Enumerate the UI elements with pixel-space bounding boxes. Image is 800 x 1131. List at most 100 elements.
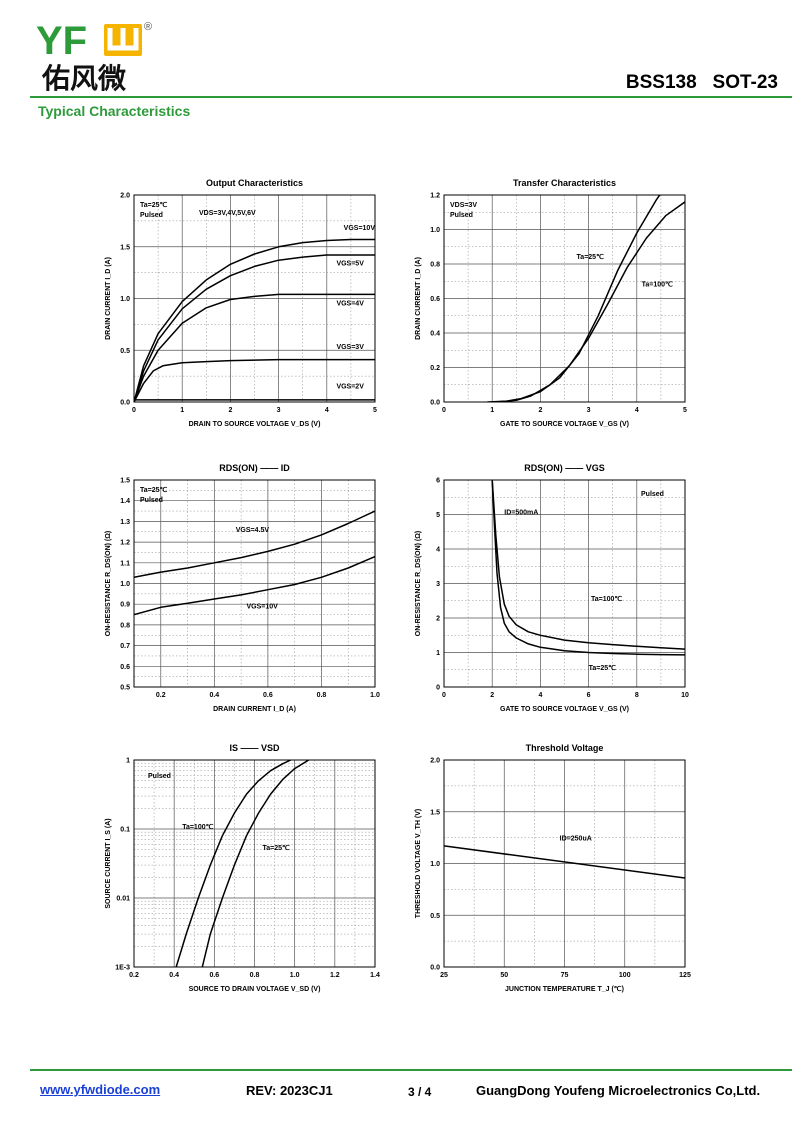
x-tick-label: 4 (635, 407, 639, 414)
curve-label: VGS=10V (246, 603, 278, 610)
series-group (134, 238, 375, 402)
x-tick-label: 100 (619, 972, 631, 979)
curve-label: VGS=10V (344, 225, 376, 232)
x-tick-label: 1 (490, 407, 494, 414)
y-tick-label: 2 (436, 616, 440, 623)
y-tick-label: 0.1 (120, 827, 130, 834)
chart-rdson-vs-vgs: 0 2 4 6 8 10 0 1 2 3 4 5 6 Ta=100℃ Ta=25℃ Pulsed ID=500m… (415, 463, 689, 713)
header-rule (30, 96, 792, 98)
series-group (175, 760, 310, 967)
chart-note: Pulsed (140, 497, 163, 504)
y-tick-label: 0.8 (120, 622, 130, 629)
x-tick-label: 6 (587, 692, 591, 699)
x-tick-label: 1.0 (290, 972, 300, 979)
x-tick-label: 1.4 (370, 972, 380, 979)
x-tick-label: 10 (681, 692, 689, 699)
x-tick-label: 50 (500, 972, 508, 979)
series-line-1 (496, 201, 685, 402)
series-line-0 (134, 510, 375, 579)
x-tick-label: 1.2 (330, 972, 340, 979)
chart-title: IS —— VSD (229, 743, 280, 753)
y-tick-label: 1.0 (430, 861, 440, 868)
x-tick-label: 3 (587, 407, 591, 414)
plot-frame (133, 479, 376, 688)
y-axis-label: ON-RESISTANCE R_DS(ON) (Ω) (105, 531, 112, 636)
chart-note: Ta=25℃ (140, 201, 168, 209)
y-tick-label: 5 (436, 512, 440, 519)
series-line-0 (134, 238, 375, 402)
y-tick-label: 0.9 (120, 602, 130, 609)
x-tick-label: 2 (228, 407, 232, 414)
plot-frame (443, 759, 686, 968)
y-tick-label: 6 (436, 478, 440, 485)
y-tick-label: 0.6 (120, 664, 130, 671)
x-tick-label: 0.2 (156, 692, 166, 699)
x-tick-label: 0.8 (250, 972, 260, 979)
footer-rule (30, 1069, 792, 1071)
y-tick-label: 1.0 (120, 581, 130, 588)
y-tick-label: 0.0 (430, 400, 440, 407)
y-tick-label: 2.0 (120, 193, 130, 200)
logo-registered: ® (144, 21, 152, 33)
series-line-0 (175, 760, 292, 967)
y-tick-label: 0.0 (120, 400, 130, 407)
chart-threshold-voltage: 25 50 75 100 125 0.0 0.5 1.0 1.5 2.0 ID=250uA Thres… (415, 743, 691, 993)
chart-note: ID=500mA (504, 510, 538, 517)
x-tick-label: 5 (683, 407, 687, 414)
chart-note: ID=250uA (560, 836, 592, 843)
logo-w-mark (107, 28, 139, 51)
chart-note: Pulsed (641, 491, 664, 498)
x-tick-label: 2 (538, 407, 542, 414)
company-logo: YF ® 佑风微 (36, 19, 152, 93)
chart-is-vs-vsd: 0.2 0.4 0.6 0.8 1.0 1.2 1.4 1E-3 0.01 0.1 1 Ta=100℃… (105, 743, 380, 993)
y-tick-label: 2.0 (430, 758, 440, 765)
page-number: 3 / 4 (408, 1085, 432, 1099)
y-axis-label: DRAIN CURRENT I_D (A) (105, 257, 112, 340)
series-line-1 (134, 555, 375, 616)
curve-label: Ta=100℃ (591, 595, 622, 603)
y-tick-label: 1.5 (120, 244, 130, 251)
y-tick-label: 1.5 (120, 478, 130, 485)
chart-output-characteristics: 0 1 2 3 4 5 0.0 0.5 1.0 1.5 2.0 VGS=10V VGS=5V VGS=4V… (105, 178, 377, 428)
x-tick-label: 5 (373, 407, 377, 414)
series-line-1 (491, 480, 685, 656)
x-tick-label: 0.4 (209, 692, 219, 699)
x-tick-label: 0.2 (129, 972, 139, 979)
x-axis-label: DRAIN CURRENT I_D (A) (213, 706, 296, 713)
chart-title: Transfer Characteristics (513, 178, 616, 188)
y-tick-label: 1 (126, 758, 130, 765)
curve-label: Ta=25℃ (263, 844, 291, 852)
y-tick-label: 1.3 (120, 519, 130, 526)
curve-label: Ta=25℃ (589, 664, 617, 672)
curve-label: Ta=100℃ (642, 280, 673, 288)
series-line-3 (134, 358, 375, 402)
x-tick-label: 4 (325, 407, 329, 414)
x-tick-label: 2 (490, 692, 494, 699)
y-tick-label: 1.2 (430, 193, 440, 200)
chart-title: RDS(ON) —— ID (219, 463, 290, 473)
x-tick-label: 0 (132, 407, 136, 414)
series-line-0 (487, 195, 661, 402)
curve-label: VGS=3V (336, 344, 364, 351)
x-tick-label: 0.6 (263, 692, 273, 699)
y-tick-label: 0.0 (430, 965, 440, 972)
chart-transfer-characteristics: 0 1 2 3 4 5 0.0 0.2 0.4 0.6 0.8 1.0 1.2 Ta=25℃ Ta=100℃… (415, 178, 687, 428)
website-link[interactable]: www.yfwdiode.com (40, 1082, 161, 1097)
y-tick-label: 0.8 (430, 262, 440, 269)
series-group (444, 845, 685, 879)
y-tick-label: 1.5 (430, 809, 440, 816)
x-tick-label: 125 (679, 972, 691, 979)
chart-note: Pulsed (140, 212, 163, 219)
y-tick-label: 0.7 (120, 643, 130, 650)
x-tick-label: 8 (635, 692, 639, 699)
x-axis-label: SOURCE TO DRAIN VOLTAGE V_SD (V) (189, 986, 321, 993)
y-tick-label: 1 (436, 650, 440, 657)
part-number: BSS138 (625, 72, 697, 93)
plot-frame (443, 479, 686, 688)
series-line-1 (201, 760, 310, 967)
y-tick-label: 0 (436, 685, 440, 692)
y-tick-label: 0.5 (430, 913, 440, 920)
x-tick-label: 75 (561, 972, 569, 979)
chart-title: RDS(ON) —— VGS (524, 463, 605, 473)
curve-label: VGS=2V (336, 384, 364, 391)
